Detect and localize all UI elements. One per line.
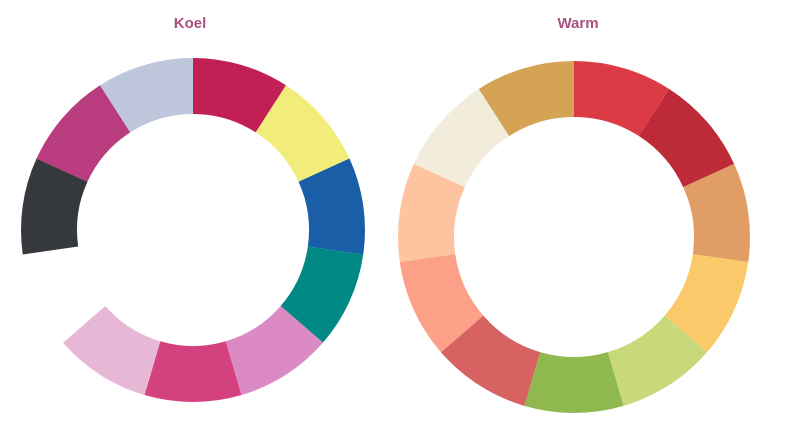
donut-segment: [397, 163, 465, 263]
donut-segment: [63, 305, 161, 396]
donut-segment: [399, 254, 484, 353]
donut-segment: [478, 60, 574, 137]
donut-segment: [280, 246, 364, 343]
donut-segment: [193, 58, 286, 133]
donut-segment: [664, 254, 749, 353]
donut-segment: [22, 246, 106, 343]
donut-segment: [683, 163, 750, 263]
donut-segment: [574, 61, 670, 137]
donut-segment: [638, 88, 735, 188]
donut-segment: [607, 315, 708, 406]
donut-segment: [413, 88, 510, 188]
chart-title: Warm: [557, 15, 598, 32]
chart-title: Koel: [174, 15, 207, 32]
donut-segment: [36, 85, 131, 182]
donut-segment: [440, 315, 541, 406]
donut-segment: [20, 158, 88, 255]
donut-segment: [144, 341, 242, 403]
donut-segment: [524, 352, 624, 413]
donut-segment: [255, 85, 350, 182]
donut-segment: [298, 158, 366, 255]
donut-segment: [225, 305, 323, 396]
donut-segment: [100, 58, 193, 133]
